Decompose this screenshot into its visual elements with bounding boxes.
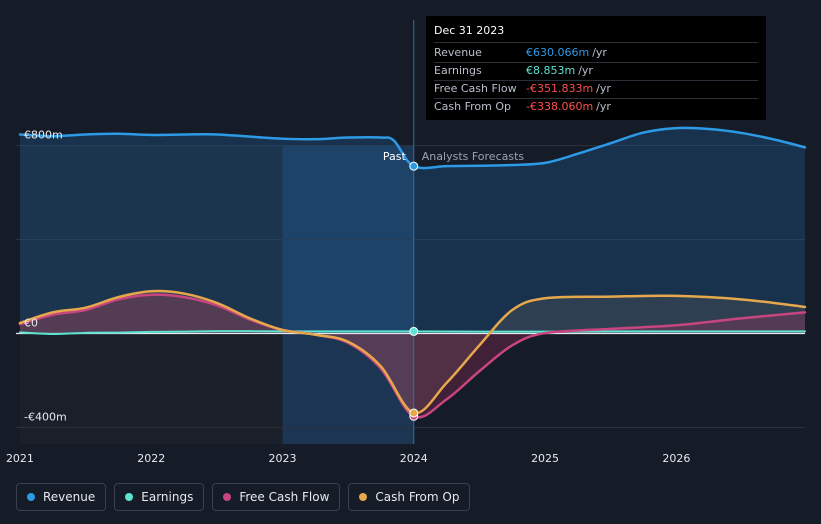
tooltip-row-earnings: Earnings €8.853m /yr bbox=[434, 63, 758, 81]
legend-dot-icon bbox=[223, 493, 232, 501]
tooltip-row-free-cash-flow: Free Cash Flow -€351.833m /yr bbox=[434, 81, 758, 99]
legend-item-revenue[interactable]: Revenue bbox=[16, 483, 107, 511]
past-label: Past bbox=[383, 150, 407, 163]
tooltip-unit: /yr bbox=[596, 82, 611, 95]
tooltip-label: Free Cash Flow bbox=[434, 82, 517, 95]
tooltip-label: Cash From Op bbox=[434, 100, 512, 113]
tooltip-value: -€338.060m bbox=[526, 100, 594, 113]
tooltip-value: -€351.833m bbox=[526, 82, 594, 95]
y-tick-label: €0 bbox=[24, 317, 38, 330]
tooltip-date: Dec 31 2023 bbox=[434, 24, 758, 43]
x-tick-label: 2025 bbox=[531, 452, 559, 465]
legend-dot-icon bbox=[125, 493, 134, 501]
cash-from-op-line bbox=[18, 289, 807, 415]
tooltip-unit: /yr bbox=[596, 100, 611, 113]
x-tick-label: 2021 bbox=[6, 452, 34, 465]
tooltip-row-cash-from-op: Cash From Op -€338.060m /yr bbox=[434, 99, 758, 116]
x-tick-label: 2023 bbox=[269, 452, 297, 465]
revenue-area bbox=[19, 127, 806, 334]
x-tick-label: 2024 bbox=[400, 452, 428, 465]
past-highlight-band bbox=[282, 146, 414, 444]
y-tick-label: €800m bbox=[24, 129, 63, 142]
free-cash-flow-area bbox=[19, 294, 806, 418]
legend-label: Cash From Op bbox=[375, 490, 460, 504]
tooltip: Dec 31 2023 Revenue €630.066m /yr Earnin… bbox=[426, 16, 766, 120]
forecast-label: Analysts Forecasts bbox=[422, 150, 525, 163]
legend: Revenue Earnings Free Cash Flow Cash Fro… bbox=[16, 483, 471, 511]
legend-item-cash-from-op[interactable]: Cash From Op bbox=[348, 483, 471, 511]
y-tick-label: -€400m bbox=[24, 411, 67, 424]
tooltip-row-revenue: Revenue €630.066m /yr bbox=[434, 45, 758, 63]
data-point-marker bbox=[409, 326, 419, 336]
legend-item-earnings[interactable]: Earnings bbox=[114, 483, 205, 511]
legend-label: Revenue bbox=[43, 490, 96, 504]
tooltip-label: Revenue bbox=[434, 46, 482, 59]
data-point-marker bbox=[409, 161, 419, 171]
tooltip-unit: /yr bbox=[592, 46, 607, 59]
earnings-line bbox=[18, 330, 806, 336]
x-tick-label: 2026 bbox=[662, 452, 690, 465]
revenue-line bbox=[18, 126, 807, 170]
x-tick-label: 2022 bbox=[137, 452, 165, 465]
legend-item-free-cash-flow[interactable]: Free Cash Flow bbox=[212, 483, 341, 511]
legend-label: Free Cash Flow bbox=[239, 490, 330, 504]
tooltip-label: Earnings bbox=[434, 64, 482, 77]
legend-dot-icon bbox=[27, 493, 35, 501]
legend-dot-icon bbox=[359, 493, 368, 501]
tooltip-value: €8.853m bbox=[526, 64, 576, 77]
tooltip-value: €630.066m bbox=[526, 46, 590, 59]
legend-label: Earnings bbox=[141, 490, 194, 504]
data-point-marker bbox=[409, 408, 419, 418]
cash-from-op-area bbox=[19, 291, 806, 414]
tooltip-unit: /yr bbox=[578, 64, 593, 77]
